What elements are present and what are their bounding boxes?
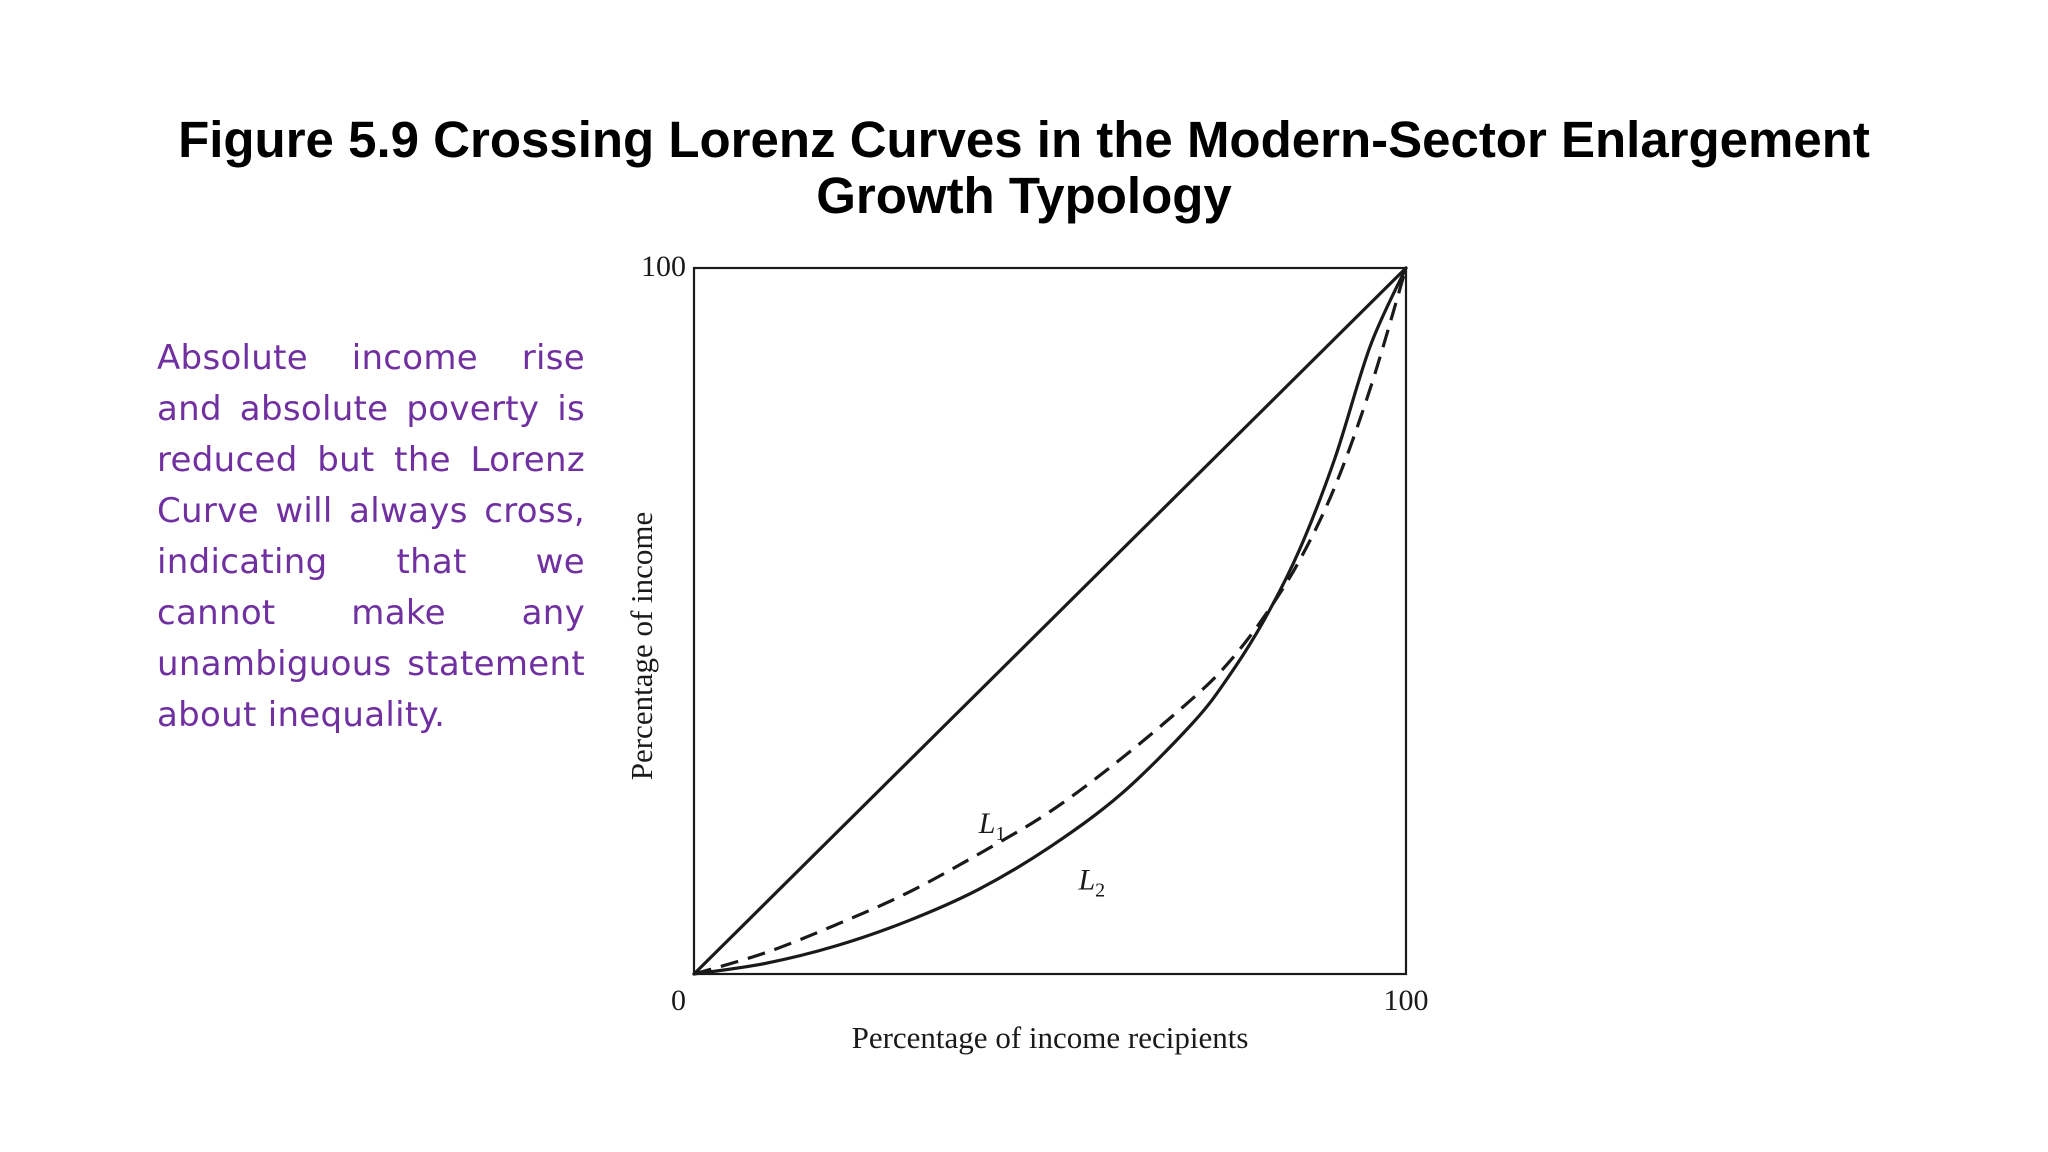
series-l1-label: L1 [978,807,1006,845]
slide-title: Figure 5.9 Crossing Lorenz Curves in the… [178,111,1870,224]
x-tick-label-0: 0 [671,984,686,1017]
series-l2-label: L2 [1077,863,1105,901]
plot-frame [692,266,1408,976]
side-text-paragraph: Absolute income rise and absolute povert… [157,338,585,735]
y-tick-label-100: 100 [641,250,686,283]
x-axis-label: Percentage of income recipients [852,1020,1249,1055]
series-l1-line [693,267,1408,976]
lorenz-chart-svg: L1 L2 0 100 100 Percentage of income recipien… [624,250,1429,1055]
y-axis-label: Percentage of income [624,512,659,781]
series-l2-line [692,266,1408,976]
x-tick-label-100: 100 [1384,984,1429,1017]
equality-line [692,266,1408,976]
lorenz-chart: L1 L2 0 100 100 Percentage of income recipien… [590,240,1470,1070]
